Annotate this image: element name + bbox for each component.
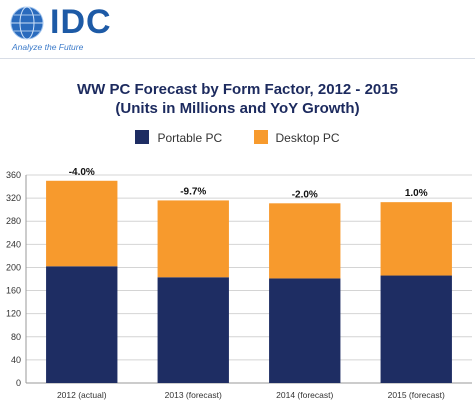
x-category-label: 2015 (forecast) xyxy=(388,390,445,400)
chart-title: WW PC Forecast by Form Factor, 2012 - 20… xyxy=(77,81,398,98)
stacked-bar-chart: 0 40 80 120 160 200 240 280 320 360 -4.0% 2012 (act… xyxy=(6,167,472,400)
legend-label-desktop: Desktop PC xyxy=(275,131,340,146)
y-tick-label: 120 xyxy=(6,309,21,319)
header-divider xyxy=(0,58,475,59)
logo-tagline: Analyze the Future xyxy=(12,42,84,52)
legend-label-portable: Portable PC xyxy=(157,131,223,146)
bar-desktop-3 xyxy=(380,202,452,276)
bar-portable-1 xyxy=(157,277,229,383)
legend-item-desktop: Desktop PC xyxy=(253,130,340,146)
brand-header: IDC Analyze the Future xyxy=(0,0,475,62)
x-category-label: 2012 (actual) xyxy=(57,390,107,400)
bar-portable-3 xyxy=(380,275,452,383)
y-tick-label: 320 xyxy=(6,193,21,203)
legend-swatch-portable xyxy=(135,130,150,145)
legend-swatch-desktop xyxy=(253,130,268,145)
y-tick-label: 200 xyxy=(6,262,21,272)
logo-wordmark: IDC xyxy=(50,3,112,41)
x-category-label: 2013 (forecast) xyxy=(165,390,222,400)
y-tick-label: 40 xyxy=(11,355,21,365)
x-category-label: 2014 (forecast) xyxy=(276,390,333,400)
growth-label: -4.0% xyxy=(69,167,95,178)
y-tick-label: 240 xyxy=(6,239,21,249)
bar-portable-0 xyxy=(46,266,118,383)
bar-desktop-0 xyxy=(46,180,118,267)
y-tick-label: 160 xyxy=(6,286,21,296)
globe-logo-icon xyxy=(10,6,44,40)
chart-legend: Portable PC Desktop PC xyxy=(0,130,475,145)
bar-desktop-1 xyxy=(157,200,229,278)
y-tick-label: 80 xyxy=(11,332,21,342)
y-tick-label: 0 xyxy=(16,378,21,388)
bar-portable-2 xyxy=(269,278,341,383)
bar-desktop-2 xyxy=(269,203,341,279)
growth-label: 1.0% xyxy=(405,188,428,199)
y-tick-label: 280 xyxy=(6,216,21,226)
chart-subtitle: (Units in Millions and YoY Growth) xyxy=(115,100,360,117)
y-tick-label: 360 xyxy=(6,170,21,180)
legend-item-portable: Portable PC xyxy=(135,130,222,145)
growth-label: -2.0% xyxy=(292,189,318,200)
growth-label: -9.7% xyxy=(180,186,206,197)
